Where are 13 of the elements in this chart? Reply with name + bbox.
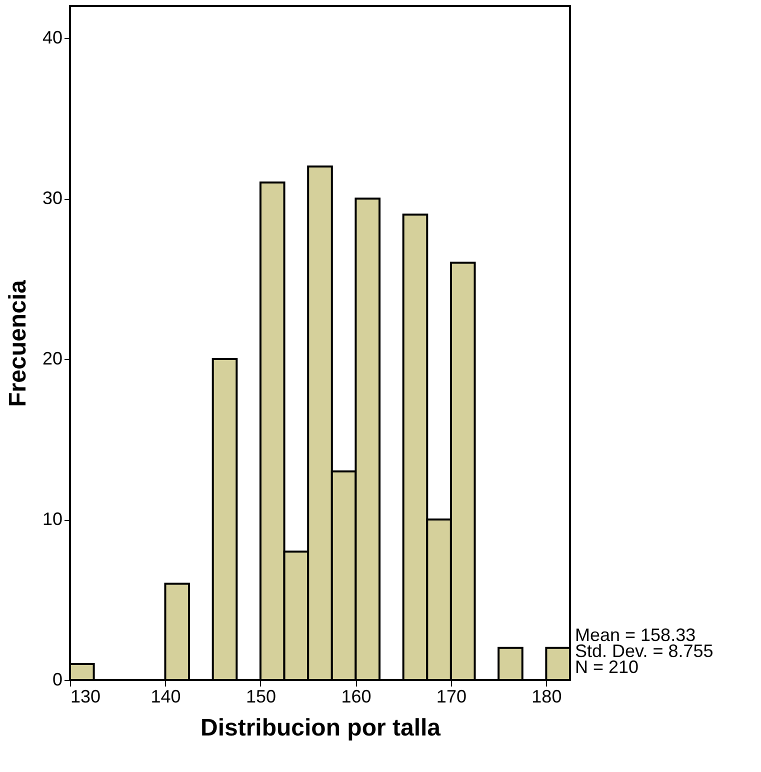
x-axis-title: Distribucion por talla	[200, 714, 442, 742]
y-axis-title: Frecuencia	[4, 279, 32, 407]
y-tick-label: 20	[42, 348, 62, 369]
y-tick-label: 30	[42, 188, 62, 208]
y-tick-label: 40	[42, 28, 62, 48]
x-tick-label: 180	[532, 686, 562, 706]
x-tick-label: 130	[70, 686, 101, 706]
y-tick-label: 10	[42, 509, 62, 530]
x-tick-label: 160	[341, 686, 372, 706]
x-tick-label: 170	[436, 686, 466, 706]
x-tick-label: 150	[246, 686, 276, 706]
y-tick-label: 0	[52, 670, 62, 690]
x-tick-label: 140	[150, 686, 181, 706]
